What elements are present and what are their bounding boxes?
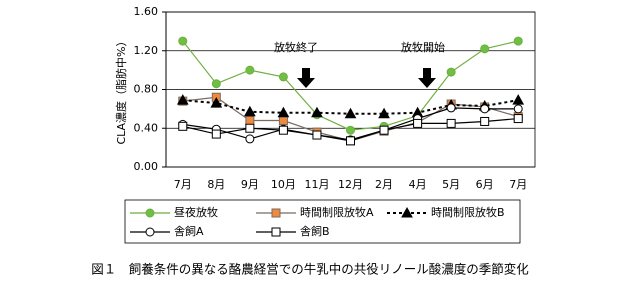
legend-label: 時間制限放牧A <box>300 205 374 219</box>
data-point <box>311 106 323 118</box>
data-point <box>413 118 423 128</box>
x-tick-label: 12月 <box>338 178 363 191</box>
data-point <box>312 130 322 140</box>
data-point <box>245 123 255 133</box>
caption: 図１ 飼養条件の異なる酪農経営での牛乳中の共役リノール酸濃度の季節変化 <box>91 262 529 277</box>
data-point <box>178 121 188 131</box>
data-point <box>378 107 390 119</box>
legend-marker <box>145 208 155 218</box>
x-tick-label: 7月 <box>174 178 192 191</box>
data-point <box>178 36 188 46</box>
data-point <box>211 129 221 139</box>
y-tick-label: 0.40 <box>134 121 159 134</box>
data-point <box>480 104 490 114</box>
data-point <box>277 106 290 118</box>
data-point <box>513 114 523 124</box>
y-axis-label: CLA濃度（脂肪中%） <box>114 35 128 144</box>
data-point <box>379 125 389 135</box>
data-point <box>278 72 288 82</box>
x-tick-label: 8月 <box>207 178 225 191</box>
data-point <box>210 97 223 108</box>
data-point <box>446 103 456 113</box>
data-point <box>245 65 255 75</box>
data-point <box>446 118 456 128</box>
legend-label: 舎飼B <box>300 224 330 238</box>
annotation: 放牧開始 <box>401 40 445 54</box>
x-tick-label: 7月 <box>509 178 527 191</box>
data-point <box>245 116 255 125</box>
data-point <box>176 94 189 105</box>
arrow <box>418 68 436 88</box>
data-point <box>278 125 288 135</box>
legend-box <box>124 199 521 244</box>
legend-marker <box>145 227 155 237</box>
x-tick-label: 10月 <box>271 178 296 191</box>
data-point <box>512 94 525 105</box>
x-tick-label: 2月 <box>375 178 393 191</box>
data-point <box>278 116 288 125</box>
data-point <box>244 105 256 117</box>
legend-label: 時間制限放牧B <box>431 205 505 219</box>
x-tick-label: 4月 <box>409 178 427 191</box>
data-point <box>480 116 490 126</box>
y-tick-label: 1.20 <box>134 44 159 57</box>
legend-label: 昼夜放牧 <box>174 205 218 219</box>
arrow <box>297 68 315 88</box>
data-point <box>211 79 221 89</box>
data-point <box>344 107 357 119</box>
data-point <box>446 67 456 77</box>
y-tick-label: 1.60 <box>134 5 159 18</box>
data-point <box>346 125 355 135</box>
x-tick-label: 5月 <box>442 178 460 191</box>
data-point <box>245 134 255 144</box>
data-point <box>346 136 355 146</box>
legend-marker <box>271 208 281 218</box>
annotation-bg <box>396 40 454 56</box>
annotation: 放牧終了 <box>274 40 318 54</box>
legend-label: 舎飼A <box>174 224 204 238</box>
x-tick-label: 6月 <box>476 178 494 191</box>
data-point <box>480 44 490 54</box>
legend-marker <box>271 227 281 237</box>
plot-frame <box>165 11 536 168</box>
legend-marker <box>401 206 413 218</box>
annotation-bg <box>270 40 320 56</box>
x-tick-label: 11月 <box>304 178 329 191</box>
x-tick-label: 9月 <box>241 178 259 191</box>
y-tick-label: 0.80 <box>134 83 159 96</box>
y-tick-label: 0.00 <box>134 160 159 173</box>
data-point <box>513 104 523 114</box>
data-point <box>513 36 523 46</box>
